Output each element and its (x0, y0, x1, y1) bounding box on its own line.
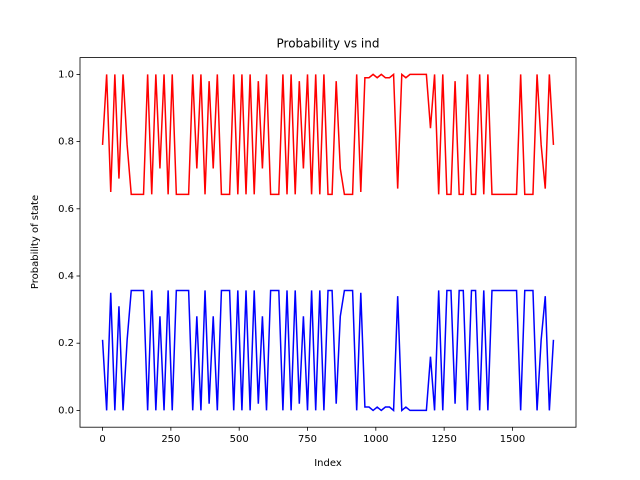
data-line (101, 72, 555, 196)
x-tick-label: 0 (99, 434, 105, 445)
y-tick-label: 1.0 (58, 69, 74, 80)
x-tick-label: 1000 (363, 434, 388, 445)
chart-title: Probability vs ind (277, 37, 380, 51)
y-tick-label: 0.4 (58, 271, 74, 282)
x-axis-label: Index (314, 458, 342, 469)
y-tick-label: 0.0 (58, 405, 74, 416)
data-line (101, 289, 555, 412)
y-tick-label: 0.8 (58, 137, 74, 148)
y-tick-label: 0.2 (58, 338, 74, 349)
y-axis-label: Probability of state (30, 195, 41, 289)
x-tick-label: 750 (298, 434, 317, 445)
x-tick-label: 1250 (431, 434, 456, 445)
x-tick-label: 250 (161, 434, 180, 445)
x-tick-label: 500 (230, 434, 249, 445)
x-tick-label: 1500 (500, 434, 525, 445)
y-tick-label: 0.6 (58, 204, 74, 215)
plot-frame (79, 57, 577, 428)
